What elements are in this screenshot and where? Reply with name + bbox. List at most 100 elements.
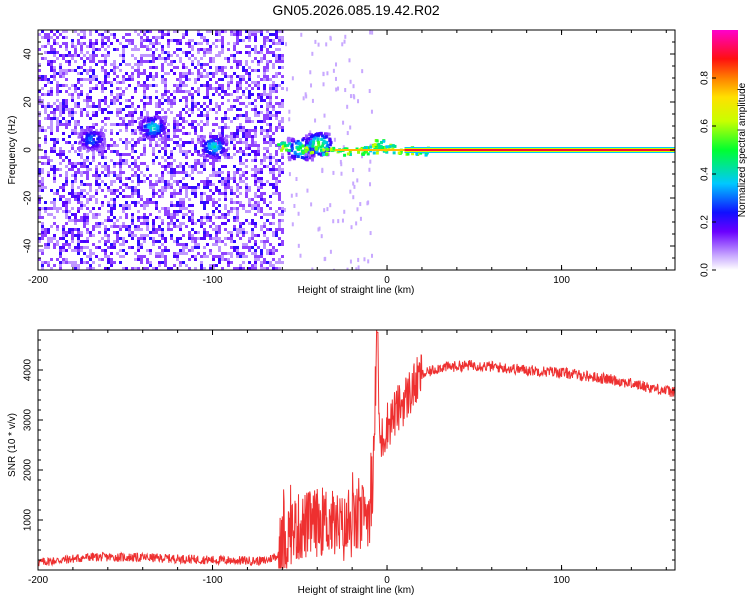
heatmap-cell [310, 83, 313, 88]
heatmap-cell [131, 72, 134, 75]
heatmap-cell [128, 78, 131, 81]
heatmap-cell [122, 93, 125, 96]
heatmap-cell [185, 243, 188, 246]
heatmap-cell [128, 204, 131, 207]
heatmap-cell [143, 153, 146, 156]
heatmap-cell [185, 150, 188, 153]
heatmap-cell [164, 246, 167, 249]
heatmap-cell [272, 186, 275, 189]
heatmap-cell [224, 198, 227, 201]
heatmap-cell [47, 39, 50, 42]
heatmap-cell [218, 30, 221, 33]
y-tick-label: 40 [23, 48, 34, 60]
heatmap-cell [83, 240, 86, 243]
heatmap-cell [182, 198, 185, 201]
heatmap-cell [140, 57, 143, 60]
heatmap-cell [203, 246, 206, 249]
heatmap-cell [191, 165, 194, 168]
heatmap-cell [83, 30, 86, 33]
heatmap-cell [89, 42, 92, 45]
heatmap-cell [56, 192, 59, 195]
heatmap-cell [266, 240, 269, 243]
heatmap-cell [275, 87, 278, 90]
heatmap-cell [355, 267, 358, 270]
heatmap-cell [218, 132, 221, 135]
heatmap-cell [343, 39, 346, 44]
heatmap-cell [263, 141, 266, 144]
heatmap-cell [62, 54, 65, 57]
heatmap-cell [182, 141, 185, 144]
heatmap-cell [236, 195, 239, 198]
heatmap-cell [155, 132, 158, 135]
heatmap-cell [233, 54, 236, 57]
heatmap-cell [53, 243, 56, 246]
heatmap-cell [236, 42, 239, 45]
heatmap-cell [113, 231, 116, 234]
heatmap-cell [74, 234, 77, 237]
heatmap-cell [236, 60, 239, 63]
heatmap-cell [104, 81, 107, 84]
heatmap-cell [95, 168, 98, 171]
colorbar-tick-label: 0.6 [700, 119, 711, 133]
heatmap-cell [221, 222, 224, 225]
heatmap-cell [41, 156, 44, 159]
heatmap-cell [333, 137, 336, 142]
heatmap-cell [161, 108, 164, 111]
heatmap-cell [68, 159, 71, 162]
heatmap-cell [125, 267, 128, 270]
heatmap-cell [281, 60, 284, 63]
heatmap-cell [134, 192, 137, 195]
heatmap-cell [278, 36, 281, 39]
heatmap-cell [194, 66, 197, 69]
heatmap-cell [92, 126, 95, 129]
heatmap-cell [334, 76, 337, 81]
heatmap-cell [218, 210, 221, 213]
heatmap-cell [242, 102, 245, 105]
heatmap-cell [301, 151, 305, 155]
heatmap-cell [143, 105, 146, 108]
heatmap-cell [170, 192, 173, 195]
heatmap-cell [97, 140, 101, 144]
heatmap-cell [294, 141, 298, 145]
heatmap-cell [164, 33, 167, 36]
heatmap-cell [275, 42, 278, 45]
heatmap-cell [242, 126, 245, 129]
heatmap-cell [170, 105, 173, 108]
colorbar-label: Normalized spectral amplitude [737, 82, 748, 217]
heatmap-cell [182, 72, 185, 75]
heatmap-cell [78, 147, 82, 151]
heatmap-cell [263, 84, 266, 87]
heatmap-cell [305, 94, 308, 99]
heatmap-cell [80, 126, 83, 129]
heatmap-cell [260, 207, 263, 210]
heatmap-cell [185, 132, 188, 135]
heatmap-cell [332, 68, 335, 73]
heatmap-cell [388, 145, 392, 149]
heatmap-cell [53, 33, 56, 36]
heatmap-cell [245, 171, 248, 174]
heatmap-cell [140, 54, 143, 57]
heatmap-cell [248, 261, 251, 264]
heatmap-cell [248, 33, 251, 36]
heatmap-cell [65, 174, 68, 177]
heatmap-cell [149, 237, 152, 240]
heatmap-cell [89, 39, 92, 42]
colorbar-gradient [712, 30, 738, 270]
heatmap-cell [56, 168, 59, 171]
heatmap-cell [167, 210, 170, 213]
heatmap-cell [164, 115, 168, 119]
heatmap-cell [202, 152, 206, 156]
heatmap-cell [314, 118, 317, 123]
heatmap-cell [125, 186, 128, 189]
heatmap-cell [173, 189, 176, 192]
heatmap-cell [182, 252, 185, 255]
heatmap-cell [170, 228, 173, 231]
heatmap-cell [206, 255, 209, 258]
heatmap-cell [248, 144, 251, 147]
heatmap-cell [209, 180, 212, 183]
heatmap-cell [161, 66, 164, 69]
heatmap-cell [257, 201, 260, 204]
heatmap-cell [74, 120, 77, 123]
heatmap-cell [65, 45, 68, 48]
heatmap-cell [288, 117, 291, 122]
